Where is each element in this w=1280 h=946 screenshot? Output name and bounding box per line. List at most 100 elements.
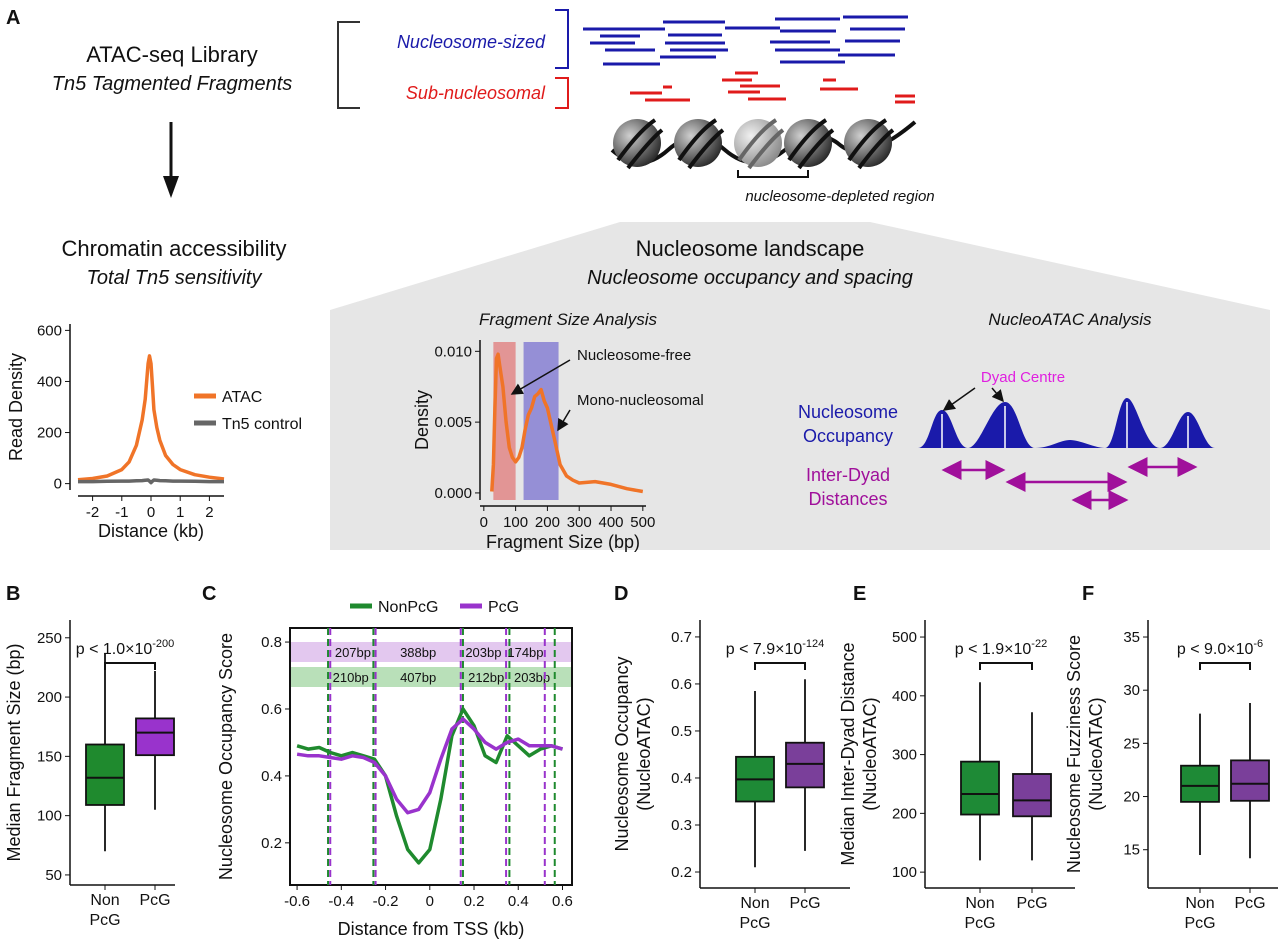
y-tick-label: 15 xyxy=(1123,842,1140,859)
x-tick-label: 2 xyxy=(205,504,213,521)
legend-label: PcG xyxy=(488,599,519,616)
y-tick-label: 0.3 xyxy=(671,817,692,834)
y-tick-label: 0.005 xyxy=(434,414,472,431)
y-tick-label: 400 xyxy=(892,688,917,705)
y-tick-label: 150 xyxy=(37,748,62,765)
p-bracket xyxy=(104,662,156,670)
box xyxy=(135,717,175,757)
panel-label: C xyxy=(202,583,216,605)
x-tick-label: Non PcG xyxy=(1184,895,1216,932)
x-tick-label: -1 xyxy=(115,504,128,521)
y-tick-label: 250 xyxy=(37,630,62,647)
y-tick-label: 300 xyxy=(892,747,917,764)
panel-label: F xyxy=(1082,583,1094,605)
y-tick-label: 0 xyxy=(54,476,62,493)
y-axis-label: Nucleosome Fuzziness Score xyxy=(1064,635,1084,873)
p-value-text: p < 9.0×10 xyxy=(1177,641,1254,658)
bracket xyxy=(555,9,569,69)
y-axis-label: Median Fragment Size (bp) xyxy=(4,643,24,861)
p-value: p < 1.0×10-200 xyxy=(76,638,175,658)
box xyxy=(85,743,125,806)
annotation: Mono-nucleosomal xyxy=(577,392,704,409)
series-line xyxy=(296,717,563,815)
y-tick-label: 100 xyxy=(892,864,917,881)
x-tick-label: Non PcG xyxy=(739,895,771,932)
y-tick-label: 200 xyxy=(37,425,62,442)
x-tick-label: 0.6 xyxy=(552,893,573,910)
landscape-backdrop xyxy=(330,222,1270,550)
y-tick-label: 50 xyxy=(45,867,62,884)
plot-frame xyxy=(289,627,573,886)
x-tick-label: 1 xyxy=(176,504,184,521)
x-tick-label: -0.2 xyxy=(373,893,399,910)
x-tick-cell: Non PcG xyxy=(739,895,771,932)
annotation-arrow xyxy=(510,359,571,395)
y-tick-label: 0.4 xyxy=(261,768,282,785)
nucleoatac-title: NucleoATAC Analysis xyxy=(988,310,1152,329)
x-tick-label: 300 xyxy=(567,514,592,531)
landscape-title: Nucleosome landscape xyxy=(636,236,865,261)
y-axis-label: (NucleoATAC) xyxy=(634,697,654,810)
p-value: p < 7.9×10-124 xyxy=(726,638,825,658)
y-axis-label: Read Density xyxy=(6,353,26,461)
p-value-text: p < 1.9×10 xyxy=(955,641,1032,658)
arrow xyxy=(942,387,976,411)
y-tick-label: 0.2 xyxy=(261,835,282,852)
panel-label: E xyxy=(853,583,866,605)
y-tick-label: 0.8 xyxy=(261,634,282,651)
interdyad-label: Inter-Dyad xyxy=(806,465,890,485)
x-tick-label: -0.6 xyxy=(284,893,310,910)
x-tick-label: 400 xyxy=(599,514,624,531)
y-tick-label: 35 xyxy=(1123,629,1140,646)
x-tick-label: 0 xyxy=(426,893,434,910)
interdyad-label: Distances xyxy=(808,489,887,509)
spacing-label: 174bp xyxy=(507,645,543,660)
x-tick-label: PcG xyxy=(1016,895,1048,912)
legend-label: NonPcG xyxy=(378,599,438,616)
y-tick-label: 0.010 xyxy=(434,343,472,360)
x-tick-label: -2 xyxy=(86,504,99,521)
x-tick-label: Non PcG xyxy=(964,895,996,932)
x-tick-label: PcG xyxy=(789,895,821,912)
x-tick-label: 0 xyxy=(480,514,488,531)
series-line xyxy=(77,354,225,482)
box xyxy=(1012,773,1052,818)
y-tick-label: 25 xyxy=(1123,735,1140,752)
spacing-label: 210bp xyxy=(333,670,369,685)
annotation: Nucleosome-free xyxy=(577,347,691,364)
occupancy-label: Occupancy xyxy=(803,426,893,446)
y-tick-label: 30 xyxy=(1123,682,1140,699)
x-axis-label: Distance from TSS (kb) xyxy=(338,919,525,939)
x-tick-cell: PcG xyxy=(789,895,821,912)
chart-title: Fragment Size Analysis xyxy=(479,310,657,329)
panel-label: B xyxy=(6,583,20,605)
y-tick-label: 0.4 xyxy=(671,770,692,787)
spacing-band xyxy=(291,642,571,662)
spacing-label: 203bp xyxy=(514,670,550,685)
y-axis-label: Density xyxy=(412,390,432,450)
p-value: p < 1.9×10-22 xyxy=(955,638,1047,658)
y-tick-label: 0.000 xyxy=(434,485,472,502)
bracket xyxy=(555,77,569,109)
p-bracket xyxy=(979,662,1033,670)
landscape-subtitle: Nucleosome occupancy and spacing xyxy=(587,267,913,289)
arrow xyxy=(991,387,1004,403)
annotation-arrow xyxy=(557,409,571,432)
y-tick-label: 400 xyxy=(37,373,62,390)
panel-label: D xyxy=(614,583,628,605)
x-axis-label: Distance (kb) xyxy=(98,521,204,541)
nucleosome xyxy=(784,119,832,167)
y-tick-label: 20 xyxy=(1123,789,1140,806)
diagram: A ATAC-seq Library Tn5 Tagmented Fragmen… xyxy=(6,7,1270,550)
spacing-label: 407bp xyxy=(400,670,436,685)
library-subtitle: Tn5 Tagmented Fragments xyxy=(52,73,293,95)
y-tick-label: 500 xyxy=(892,629,917,646)
y-axis-label: Nucleosome Occupancy xyxy=(612,656,632,851)
x-tick-label: 200 xyxy=(535,514,560,531)
ndr-label: nucleosome-depleted region xyxy=(745,188,934,205)
x-tick-cell: Non PcG xyxy=(964,895,996,932)
series-line xyxy=(490,352,644,494)
library-title: ATAC-seq Library xyxy=(86,42,258,67)
nucleosome xyxy=(613,119,661,167)
series-line xyxy=(78,478,224,485)
